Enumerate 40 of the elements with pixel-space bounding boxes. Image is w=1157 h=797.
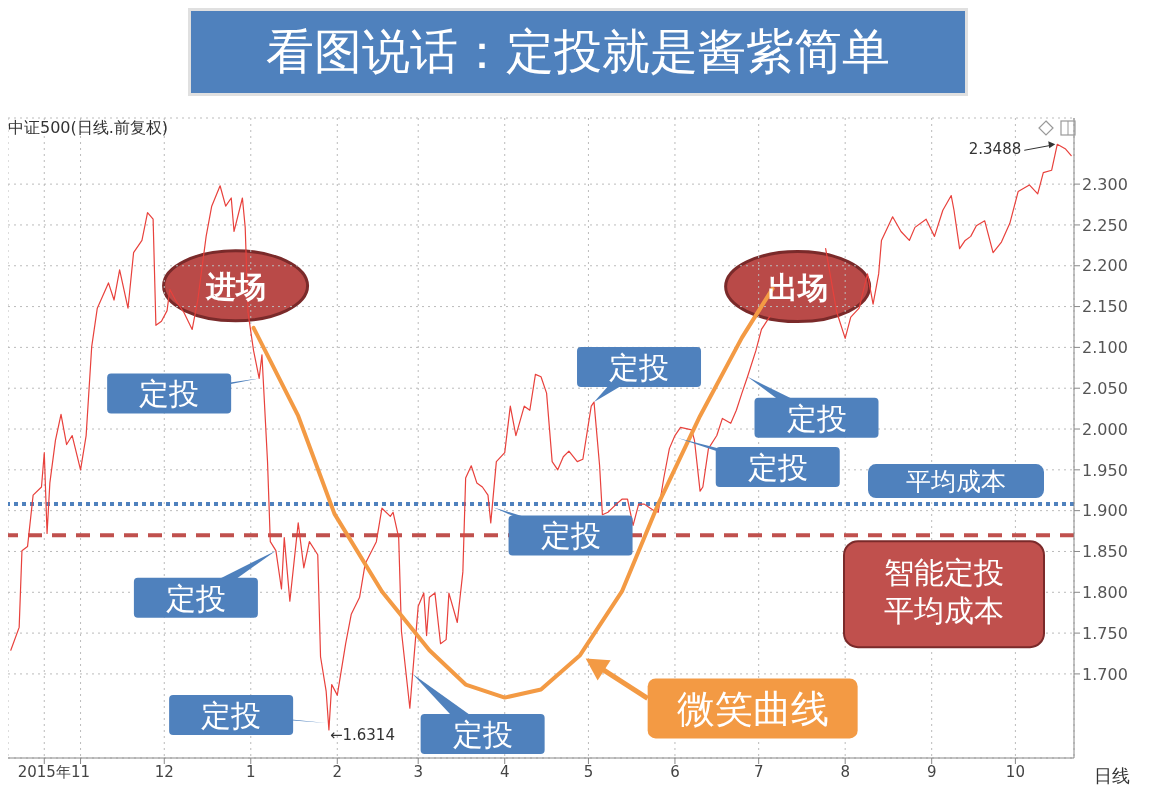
chart-title: 看图说话：定投就是酱紫简单 — [188, 8, 968, 96]
annotation: 定投 — [201, 697, 262, 733]
x-tick-label: 4 — [499, 762, 510, 781]
x-tick-label: 1 — [246, 762, 256, 781]
ref-line-label: 平均成本 — [906, 467, 1006, 497]
y-tick-label: 1.750 — [1082, 623, 1128, 643]
y-tick-label: 1.850 — [1082, 542, 1128, 562]
x-tick-label: 8 — [840, 762, 850, 781]
annotation: 定投 — [452, 716, 513, 752]
x-tick-label: 11 — [71, 762, 91, 781]
y-tick-label: 2.150 — [1082, 297, 1128, 317]
y-tick-label: 2.300 — [1082, 174, 1128, 194]
chart-subtitle: 中证500(日线.前复权) — [8, 118, 169, 139]
x-tick-label: 3 — [413, 762, 423, 781]
y-tick-label: 1.800 — [1082, 582, 1128, 602]
annotation: 定投 — [609, 350, 670, 386]
x-tick-label: 9 — [926, 762, 937, 781]
x-tick-label: 2 — [332, 762, 343, 781]
y-tick-label: 2.000 — [1082, 419, 1128, 439]
x-tick-label: 10 — [1005, 762, 1025, 781]
annotation: 进场 — [204, 268, 266, 304]
annotation: 出场 — [767, 269, 828, 305]
ref-line-label: 智能定投平均成本 — [884, 555, 1004, 629]
annotation: ←1.6314 — [329, 725, 395, 744]
y-tick-label: 2.100 — [1082, 338, 1128, 358]
annotation: 2.3488 — [968, 140, 1022, 159]
annotation: 定投 — [165, 580, 226, 616]
x-tick-label: 6 — [670, 762, 680, 781]
x-axis-title: 日线 — [1094, 764, 1130, 788]
y-tick-label: 1.900 — [1082, 501, 1128, 521]
x-tick-label: 5 — [583, 762, 594, 781]
x-tick-label: 7 — [753, 762, 764, 781]
x-tick-label: 12 — [154, 762, 174, 781]
annotation: 微笑曲线 — [676, 687, 829, 732]
y-tick-label: 2.050 — [1082, 378, 1128, 398]
y-tick-label: 1.700 — [1082, 664, 1128, 684]
y-tick-label: 2.250 — [1082, 215, 1128, 235]
y-tick-label: 2.200 — [1082, 256, 1128, 276]
y-tick-label: 1.950 — [1082, 460, 1128, 480]
x-tick-label: 2015年 — [17, 762, 71, 781]
